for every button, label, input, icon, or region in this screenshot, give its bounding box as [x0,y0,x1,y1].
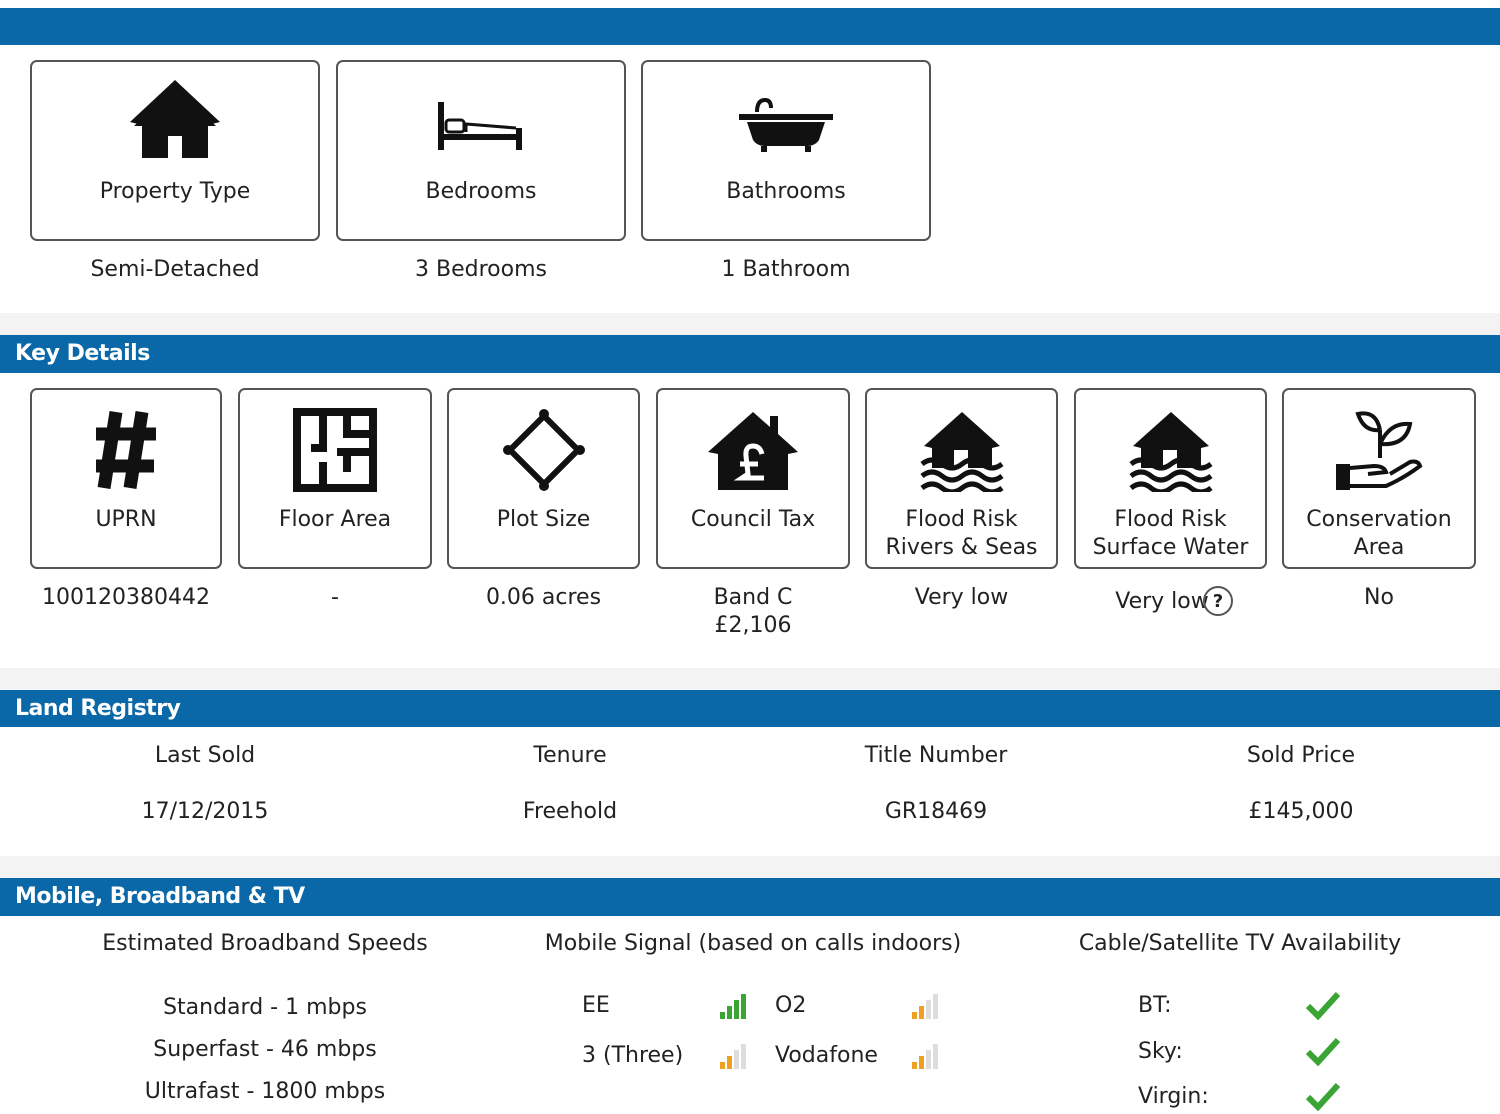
card-label: Council Tax [690,507,816,532]
broadband-speed: Superfast - 46 mbps [153,1037,377,1062]
operator-name: O2 [775,993,807,1018]
flood-icon [1128,412,1213,492]
column-label: Sold Price [1246,743,1356,768]
card-label: Bathrooms [726,179,846,204]
floor-plan-icon [293,408,377,492]
check-icon [1305,1082,1341,1111]
summary-value: 3 Bedrooms [415,257,547,282]
bed-icon [438,102,522,150]
detail-value: 0.06 acres [485,585,602,610]
column-label: Tenure [533,743,607,768]
column-value: Freehold [522,799,618,824]
detail-value: Very low [1115,589,1209,614]
card-label: Bedrooms [425,179,537,204]
card-label: Floor Area [278,507,392,532]
detail-value: - [331,585,339,610]
card-label: Rivers & Seas [885,535,1038,560]
card-label: Area [1353,535,1405,560]
broadband-speed: Ultrafast - 1800 mbps [144,1079,386,1104]
section-header: Key Details [0,335,1500,373]
detail-card: Flood Risk Surface Water [1074,388,1267,569]
detail-card: Plot Size [447,388,640,569]
detail-value: No [1364,585,1394,610]
column-title: Mobile Signal (based on calls indoors) [544,931,962,956]
column-label: Title Number [864,743,1008,768]
card-label: UPRN [95,507,157,532]
help-button[interactable]: ? [1203,586,1233,616]
detail-value: £2,106 [714,613,792,638]
check-icon [1305,1037,1341,1066]
column-title: Cable/Satellite TV Availability [1078,931,1402,956]
signal-icon [912,1044,938,1069]
house-icon [130,80,220,158]
column-value: 17/12/2015 [141,799,269,824]
summary-card: Bathrooms [641,60,931,241]
column-label: Last Sold [154,743,256,768]
section-gap [0,856,1500,878]
detail-card: Conservation Area [1282,388,1476,569]
detail-card: Council Tax [656,388,850,569]
flood-icon [919,412,1004,492]
header-bar [0,8,1500,45]
check-icon [1305,991,1341,1020]
detail-value: Very low [914,585,1009,610]
column-value: GR18469 [884,799,988,824]
bath-icon [739,97,833,152]
council-tax-icon [708,412,798,490]
card-label: Property Type [99,179,251,204]
card-label: Surface Water [1092,535,1249,560]
detail-value: 100120380442 [42,585,210,610]
section-gap [0,313,1500,335]
tv-provider: Virgin: [1138,1084,1209,1109]
plot-icon [502,409,585,491]
tv-provider: Sky: [1138,1039,1183,1064]
operator-name: Vodafone [775,1043,878,1068]
column-title: Estimated Broadband Speeds [102,931,428,956]
detail-card: Flood Risk Rivers & Seas [865,388,1058,569]
summary-value: 1 Bathroom [721,257,851,282]
card-label: Flood Risk [905,507,1018,532]
section-header: Mobile, Broadband & TV [0,878,1500,916]
summary-card: Property Type [30,60,320,241]
tv-provider: BT: [1138,993,1172,1018]
signal-icon [720,1044,746,1069]
card-label: Flood Risk [1114,507,1227,532]
summary-card: Bedrooms [336,60,626,241]
column-value: £145,000 [1248,799,1354,824]
operator-name: EE [582,993,610,1018]
card-label: Conservation [1306,507,1452,532]
card-label: Plot Size [496,507,591,532]
detail-card: Floor Area [238,388,432,569]
detail-value: Band C [713,585,793,610]
conservation-icon [1336,411,1423,490]
hash-icon [96,410,156,490]
section-gap [0,668,1500,690]
operator-name: 3 (Three) [582,1043,684,1068]
detail-card: UPRN [30,388,222,569]
section-header: Land Registry [0,690,1500,727]
signal-icon [720,994,746,1019]
signal-icon [912,994,938,1019]
broadband-speed: Standard - 1 mbps [163,995,367,1020]
summary-value: Semi-Detached [90,257,260,282]
